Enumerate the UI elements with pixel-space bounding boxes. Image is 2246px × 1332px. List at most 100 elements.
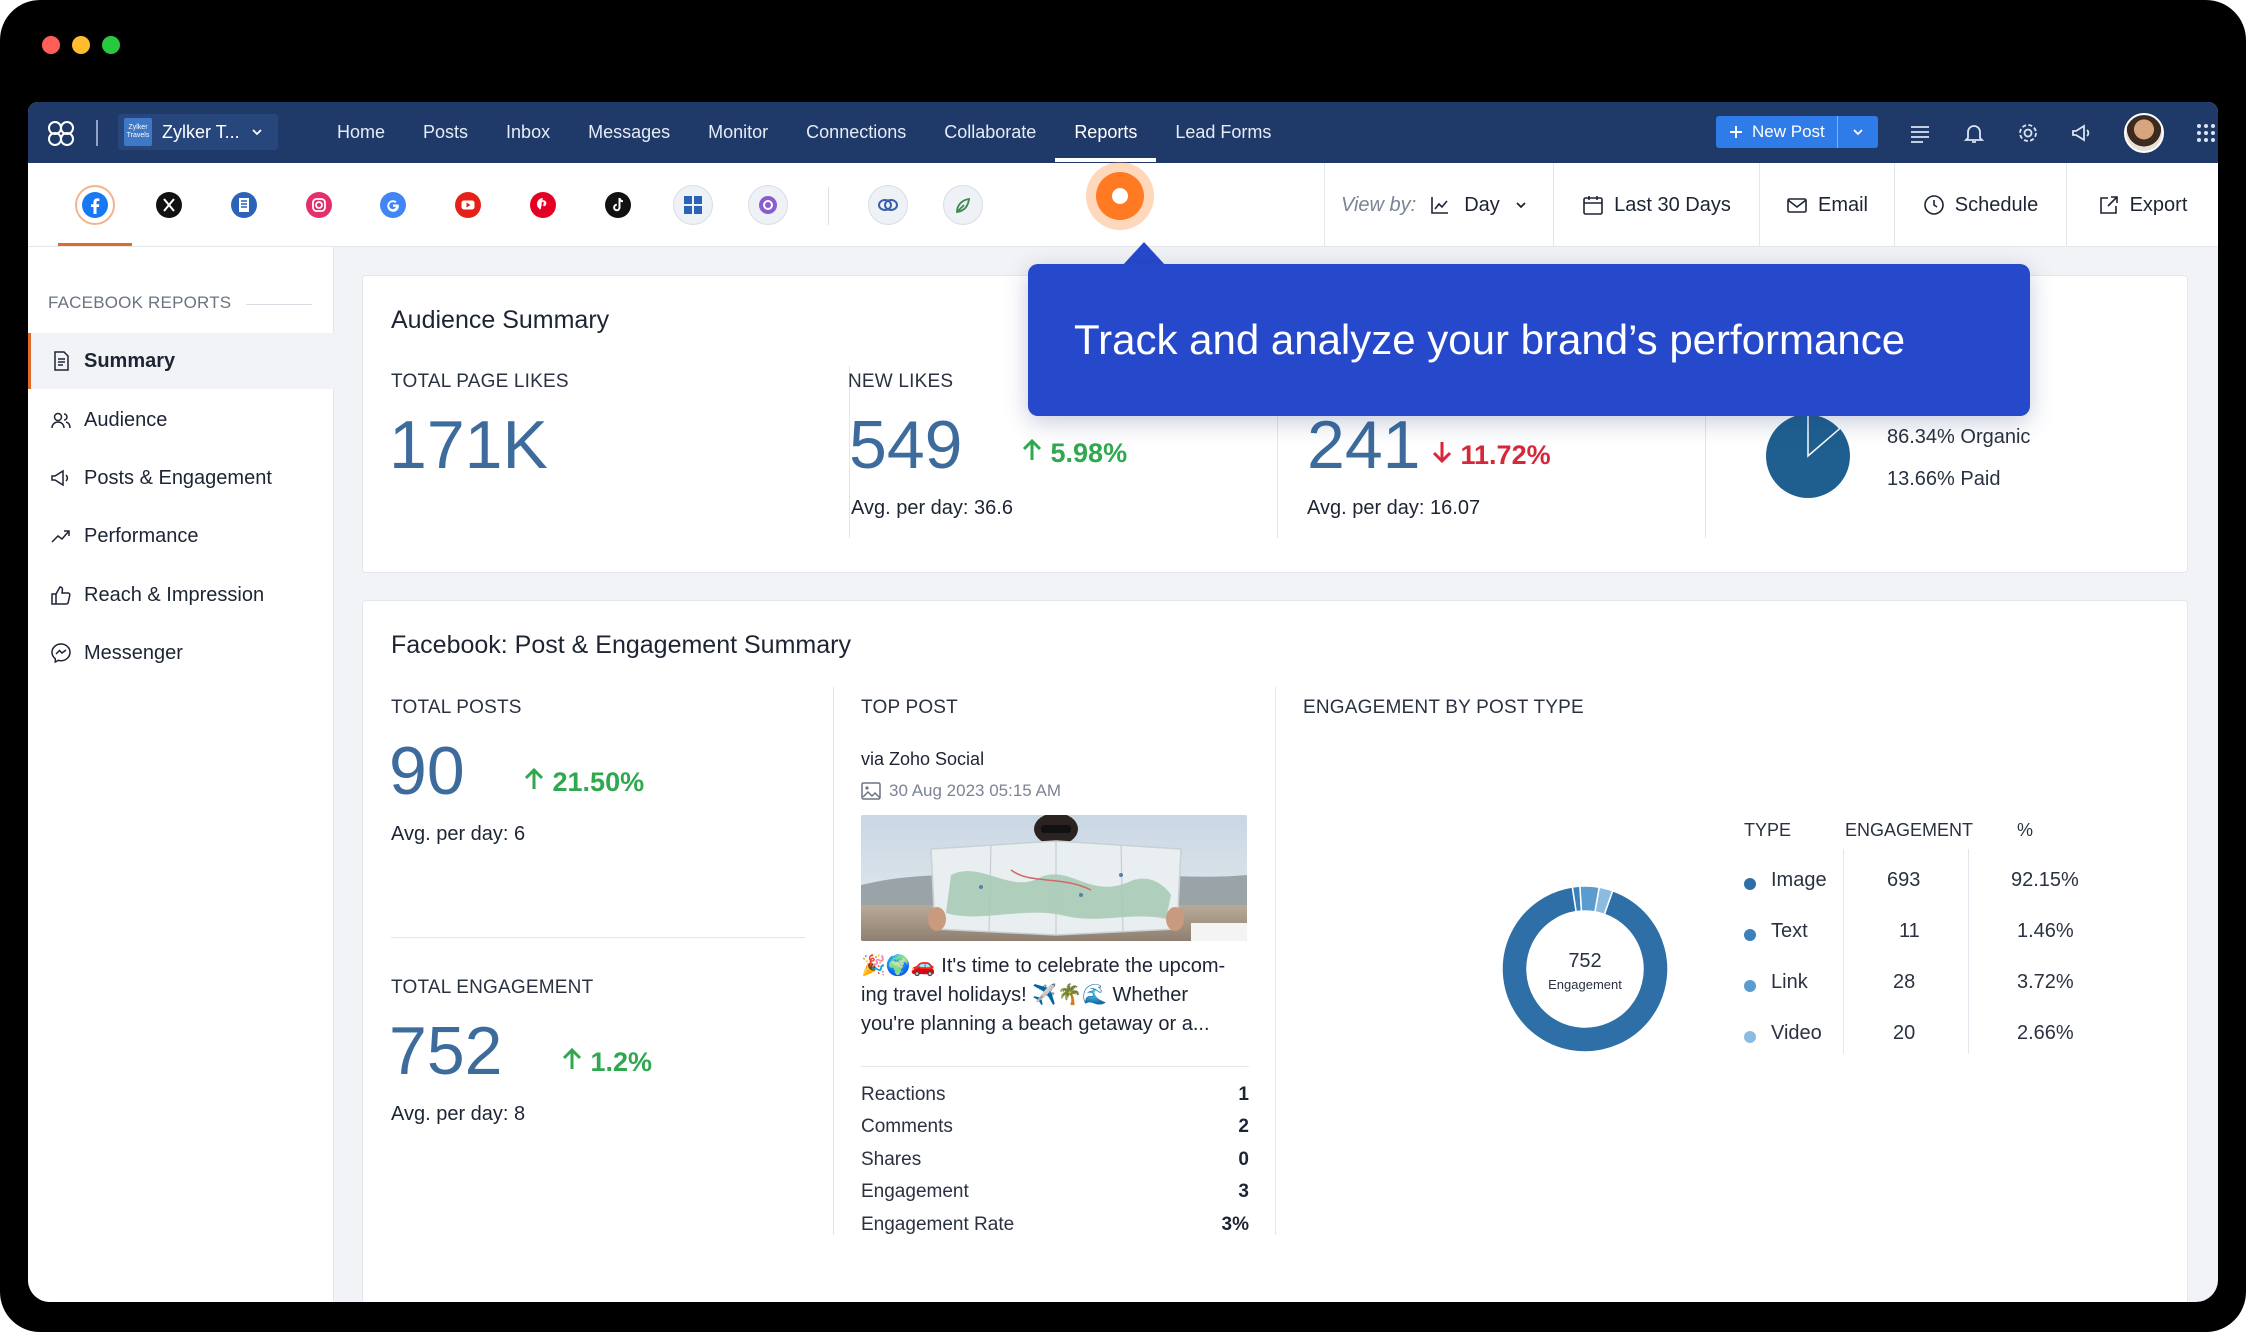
minimize-dot[interactable]	[72, 36, 90, 54]
threads-tab[interactable]	[748, 185, 788, 225]
new-post-dropdown[interactable]	[1838, 116, 1878, 148]
sidebar-item-label: Posts & Engagement	[84, 466, 272, 489]
export-label: Export	[2129, 193, 2188, 216]
new-likes-delta-value: 5.98%	[1050, 438, 1128, 468]
tooltip-text: Track and analyze your brand’s performan…	[1074, 316, 1906, 363]
stat-value: 3	[1238, 1181, 1249, 1202]
nav-lead-forms[interactable]: Lead Forms	[1175, 122, 1272, 142]
maximize-dot[interactable]	[102, 36, 120, 54]
schedule-button[interactable]: Schedule	[1894, 163, 2066, 247]
email-button[interactable]: Email	[1759, 163, 1894, 247]
paid-pct: 13.66%	[1887, 468, 1955, 490]
reports-sidebar: FACEBOOK REPORTS Summary Audience Posts …	[28, 247, 334, 1302]
unlikes-avg: Avg. per day: 16.07	[1307, 497, 1480, 520]
export-icon	[2099, 196, 2118, 214]
sidebar-title-divider	[246, 304, 312, 305]
close-dot[interactable]	[42, 36, 60, 54]
google-business-tab[interactable]	[673, 185, 713, 225]
nav-collaborate[interactable]: Collaborate	[944, 122, 1037, 142]
image-icon	[861, 782, 881, 800]
new-post-label: New Post	[1752, 122, 1825, 141]
schedule-label: Schedule	[1954, 193, 2039, 216]
engagement-by-type-label: ENGAGEMENT BY POST TYPE	[1303, 697, 1584, 718]
custom-report-tab[interactable]	[943, 185, 983, 225]
nav-inbox[interactable]: Inbox	[506, 122, 551, 142]
col-header-engagement: ENGAGEMENT	[1845, 820, 1974, 840]
avg-value: 6	[514, 823, 526, 845]
view-by-control[interactable]: View by: Day	[1324, 163, 1528, 247]
stat-label: Reactions	[861, 1084, 946, 1105]
total-engagement-delta: 1.2%	[561, 1047, 652, 1078]
engagement-cell: 20	[1893, 1022, 1916, 1044]
sidebar-item-performance[interactable]: Performance	[28, 508, 334, 564]
stat-label: Comments	[861, 1116, 953, 1137]
beacon-core	[1112, 188, 1128, 204]
sidebar-item-audience[interactable]: Audience	[28, 392, 334, 448]
menu-lines-icon[interactable]	[1908, 121, 1932, 145]
nav-reports[interactable]: Reports	[1055, 102, 1157, 163]
col-header-pct: %	[2017, 820, 2034, 840]
nav-monitor[interactable]: Monitor	[708, 122, 769, 142]
facebook-icon	[82, 192, 108, 218]
export-button[interactable]: Export	[2066, 163, 2218, 247]
google-tab[interactable]	[373, 185, 413, 225]
new-post-main[interactable]: New Post	[1716, 116, 1838, 148]
top-post-stat: Engagement 3	[861, 1181, 1249, 1203]
apps-grid-icon[interactable]	[2194, 121, 2218, 145]
top-post-text: 🎉🌍🚗 It's time to celebrate the upcom- in…	[861, 952, 1251, 1039]
onboarding-tooltip[interactable]: Track and analyze your brand’s performan…	[1028, 264, 2030, 416]
total-engagement-label: TOTAL ENGAGEMENT	[391, 977, 594, 998]
date-range-button[interactable]: Last 30 Days	[1553, 163, 1759, 247]
linked-accounts-tab[interactable]	[868, 185, 908, 225]
tiktok-tab[interactable]	[598, 185, 638, 225]
nav-messages[interactable]: Messages	[588, 122, 671, 142]
pct-cell: 1.46%	[2017, 920, 2074, 942]
pinterest-tab[interactable]	[523, 185, 563, 225]
bell-icon[interactable]	[1962, 121, 1986, 145]
stat-label: Engagement Rate	[861, 1214, 1015, 1235]
nav-icons	[1908, 102, 2218, 163]
network-divider	[828, 187, 829, 225]
tooltip-arrow	[1122, 242, 1166, 266]
total-engagement-avg: Avg. per day: 8	[391, 1103, 525, 1126]
card-title: Audience Summary	[391, 306, 610, 334]
sidebar-item-posts-engagement[interactable]: Posts & Engagement	[28, 450, 334, 506]
brand-switcher[interactable]: Zylker Travels Zylker T...	[118, 114, 278, 150]
column-divider	[849, 366, 850, 538]
top-nav: Zylker Travels Zylker T... Home Posts In…	[28, 102, 2218, 163]
legend-bullet	[1744, 878, 1756, 890]
sidebar-item-reach-impression[interactable]: Reach & Impression	[28, 567, 334, 623]
total-posts-delta-value: 21.50%	[552, 767, 645, 797]
megaphone-icon[interactable]	[2070, 121, 2094, 145]
new-post-button[interactable]: New Post	[1716, 116, 1878, 148]
avatar[interactable]	[2124, 112, 2164, 153]
gear-icon[interactable]	[2016, 121, 2040, 145]
top-post-date: 30 Aug 2023 05:15 AM	[861, 781, 1061, 801]
linkedin-page-tab[interactable]	[224, 185, 264, 225]
donut-slice-image[interactable]	[1501, 886, 1669, 1053]
nav-home[interactable]: Home	[337, 122, 386, 142]
nav-posts[interactable]: Posts	[423, 122, 469, 142]
app-logo-icon[interactable]	[44, 116, 78, 150]
sidebar-item-summary[interactable]: Summary	[28, 333, 334, 389]
top-post-image[interactable]	[861, 815, 1247, 941]
youtube-tab[interactable]	[448, 185, 488, 225]
business-grid-icon	[684, 196, 702, 214]
stat-value: 0	[1238, 1149, 1249, 1170]
nav-connections[interactable]: Connections	[806, 122, 907, 142]
x-tab[interactable]	[149, 185, 189, 225]
total-posts-avg: Avg. per day: 6	[391, 823, 525, 846]
new-likes-value: 549	[849, 407, 963, 483]
view-by-value: Day	[1464, 193, 1500, 216]
engagement-cell: 693	[1887, 869, 1921, 891]
donut-slice-video[interactable]	[1594, 886, 1614, 916]
active-tab-indicator	[58, 243, 132, 246]
avg-label: Avg. per day:	[391, 1103, 509, 1125]
plus-icon	[1730, 126, 1742, 138]
onboarding-beacon[interactable]	[1086, 162, 1154, 230]
instagram-tab[interactable]	[299, 185, 339, 225]
facebook-tab[interactable]	[75, 185, 115, 225]
sidebar-item-messenger[interactable]: Messenger	[28, 625, 334, 681]
pinterest-icon	[530, 192, 556, 218]
chevron-down-icon	[1516, 202, 1526, 209]
